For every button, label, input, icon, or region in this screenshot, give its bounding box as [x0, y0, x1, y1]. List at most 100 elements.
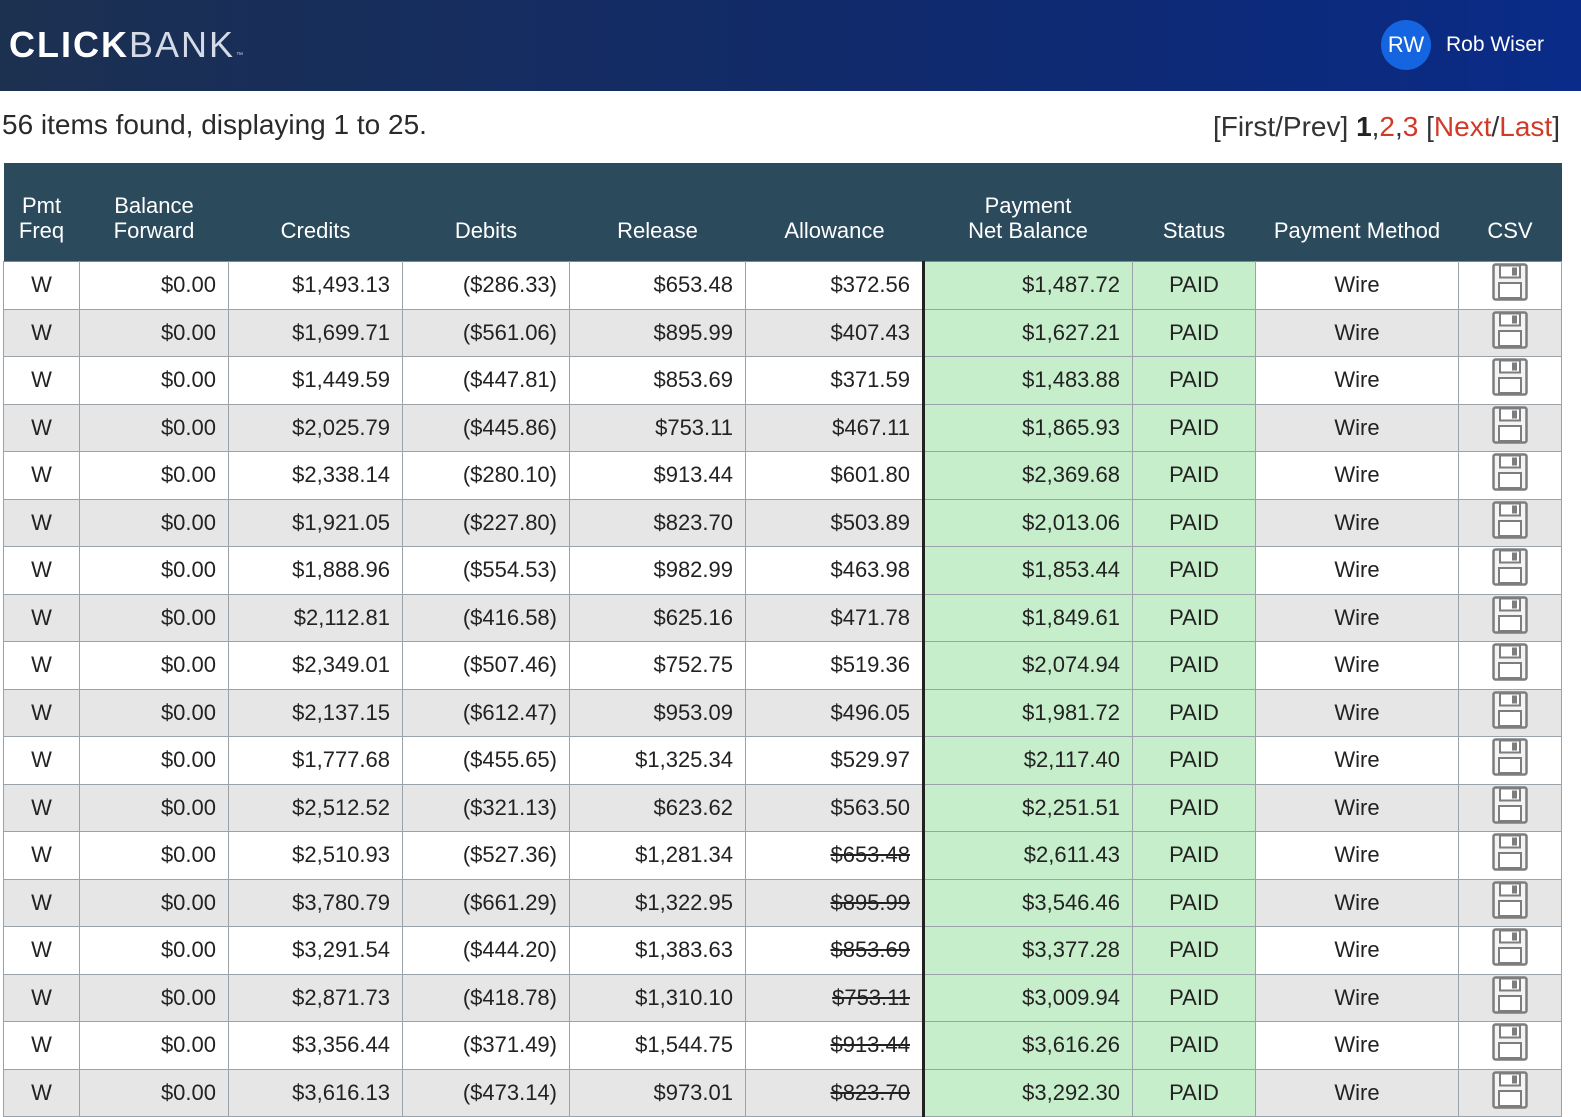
cell-net-balance: $2,611.43 [922, 831, 1133, 880]
cell-balance-forward-value: $0.00 [160, 509, 216, 535]
logo-trademark: ™ [236, 52, 244, 59]
csv-download-button[interactable] [1492, 833, 1528, 877]
table-row: W $0.00 $1,493.13 ($286.33) $653.48 $372.56 $1… [3, 261, 1562, 310]
cell-net-balance: $3,546.46 [922, 878, 1133, 927]
user-menu[interactable]: RW Rob Wiser [1380, 20, 1544, 70]
csv-download-button[interactable] [1492, 406, 1528, 450]
csv-download-button[interactable] [1492, 263, 1528, 307]
csv-download-button[interactable] [1492, 548, 1528, 592]
cell-debits-value: ($447.81) [462, 367, 557, 393]
csv-download-button[interactable] [1492, 311, 1528, 355]
cell-net-balance-value: $2,117.40 [1023, 747, 1120, 773]
cell-pmt-freq: W [3, 641, 80, 690]
cell-credits: $3,291.54 [228, 926, 403, 975]
cell-release: $1,325.34 [569, 736, 746, 785]
csv-download-button[interactable] [1492, 643, 1528, 687]
cell-payment-method: Wire [1255, 926, 1459, 975]
cell-status: PAID [1132, 356, 1256, 405]
cell-status: PAID [1132, 451, 1256, 500]
csv-download-button[interactable] [1492, 1023, 1528, 1067]
csv-download-button[interactable] [1492, 786, 1528, 830]
cell-status: PAID [1132, 498, 1256, 547]
col-pmt-freq[interactable]: Pmt Freq [3, 163, 80, 262]
user-name[interactable]: Rob Wiser [1445, 33, 1544, 56]
cell-balance-forward-value: $0.00 [160, 984, 216, 1010]
cell-credits-value: $3,616.13 [292, 1079, 390, 1105]
cell-debits-value: ($554.53) [462, 557, 557, 583]
csv-download-button[interactable] [1492, 453, 1528, 497]
cell-balance-forward-value: $0.00 [160, 604, 216, 630]
cell-debits-value: ($473.14) [462, 1079, 557, 1105]
cell-pmt-freq: W [3, 546, 80, 595]
pager-last[interactable]: Last [1499, 111, 1553, 142]
cell-credits-value: $3,356.44 [292, 1032, 390, 1058]
col-allowance[interactable]: Allowance [745, 163, 924, 262]
csv-download-button[interactable] [1492, 738, 1528, 782]
csv-download-button[interactable] [1492, 691, 1528, 735]
table-row: W $0.00 $1,921.05 ($227.80) $823.70 $503.89 $2… [3, 498, 1562, 547]
col-csv[interactable]: CSV [1458, 163, 1562, 262]
pager-next[interactable]: Next [1433, 111, 1492, 142]
cell-credits: $3,356.44 [228, 1021, 403, 1070]
col-status[interactable]: Status [1132, 163, 1256, 262]
pager-page-3[interactable]: 3 [1402, 111, 1419, 142]
cell-payment-method: Wire [1255, 261, 1459, 310]
pager-page-2[interactable]: 2 [1379, 111, 1395, 142]
csv-download-button[interactable] [1492, 928, 1528, 972]
cell-credits: $2,112.81 [228, 593, 403, 642]
csv-download-button[interactable] [1492, 881, 1528, 925]
cell-pmt-freq-value: W [31, 842, 52, 868]
col-release[interactable]: Release [569, 163, 746, 262]
cell-pmt-freq: W [3, 688, 80, 737]
floppy-disk-icon [1492, 881, 1528, 919]
cell-csv [1458, 356, 1562, 405]
pager-page-1: 1 [1356, 111, 1372, 142]
cell-net-balance: $1,981.72 [922, 688, 1133, 737]
avatar[interactable]: RW [1380, 20, 1431, 70]
csv-download-button[interactable] [1492, 358, 1528, 402]
cell-balance-forward-value: $0.00 [160, 747, 216, 773]
cell-allowance-value: $853.69 [830, 937, 910, 963]
cell-credits-value: $3,291.54 [292, 937, 390, 963]
cell-debits: ($507.46) [402, 641, 570, 690]
cell-balance-forward-value: $0.00 [160, 699, 216, 725]
pager-bracket-open: [ [1426, 111, 1434, 142]
cell-allowance-value: $463.98 [830, 557, 910, 583]
csv-download-button[interactable] [1492, 501, 1528, 545]
cell-balance-forward-value: $0.00 [160, 1032, 216, 1058]
cell-allowance: $467.11 [745, 403, 924, 452]
csv-download-button[interactable] [1492, 976, 1528, 1020]
top-header: CLICKBANK™ RW Rob Wiser [0, 0, 1581, 91]
cell-release-value: $1,310.10 [635, 984, 733, 1010]
cell-credits-value: $2,349.01 [292, 652, 390, 678]
col-credits[interactable]: Credits [228, 163, 403, 262]
csv-download-button[interactable] [1492, 596, 1528, 640]
cell-status: PAID [1132, 261, 1256, 310]
cell-payment-method-value: Wire [1334, 889, 1380, 915]
cell-allowance: $913.44 [745, 1021, 924, 1070]
cell-debits: ($321.13) [402, 783, 570, 832]
cell-balance-forward: $0.00 [79, 736, 229, 785]
cell-allowance-value: $563.50 [830, 794, 910, 820]
col-debits[interactable]: Debits [402, 163, 570, 262]
cell-release: $623.62 [569, 783, 746, 832]
cell-status: PAID [1132, 688, 1256, 737]
cell-status-value: PAID [1169, 604, 1219, 630]
cell-release-value: $982.99 [653, 557, 733, 583]
pager-sep: , [1395, 111, 1403, 142]
cell-allowance-value: $653.48 [830, 842, 910, 868]
col-net-balance[interactable]: Payment Net Balance [923, 163, 1133, 262]
csv-download-button[interactable] [1492, 1071, 1528, 1115]
cell-release: $823.70 [569, 498, 746, 547]
floppy-disk-icon [1492, 406, 1528, 444]
cell-net-balance: $2,013.06 [922, 498, 1133, 547]
cell-credits-value: $1,921.05 [292, 509, 390, 535]
cell-status-value: PAID [1169, 699, 1219, 725]
cell-credits-value: $2,137.15 [292, 699, 390, 725]
clickbank-logo[interactable]: CLICKBANK™ [9, 24, 243, 66]
cell-credits: $1,493.13 [228, 261, 403, 310]
col-balance-forward[interactable]: Balance Forward [79, 163, 229, 262]
pager-sep: , [1371, 111, 1380, 142]
col-payment-method[interactable]: Payment Method [1255, 163, 1459, 262]
cell-allowance-value: $753.11 [832, 984, 910, 1010]
